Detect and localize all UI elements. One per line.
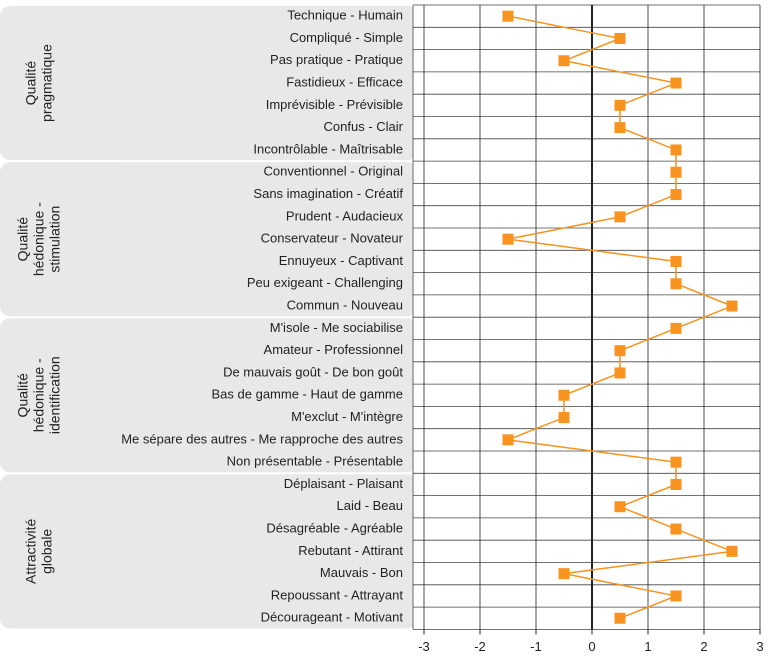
group-label: identification: [47, 356, 63, 434]
marker: [502, 233, 514, 245]
marker: [502, 434, 514, 446]
group-label: hédonique -: [31, 202, 47, 276]
group-box: [0, 318, 417, 473]
marker: [726, 545, 738, 557]
x-tick-label: 1: [644, 639, 651, 654]
marker: [670, 278, 682, 290]
category-label: De mauvais goût - De bon goût: [223, 364, 403, 379]
group-label: hédonique -: [31, 358, 47, 432]
marker: [614, 345, 626, 357]
category-label: Fastidieux - Efficace: [286, 74, 403, 89]
marker: [502, 10, 514, 22]
category-label: Peu exigeant - Challenging: [247, 275, 403, 290]
category-label: Technique - Humain: [287, 8, 403, 23]
category-label: Incontrôlable - Maîtrisable: [253, 141, 403, 156]
marker: [670, 144, 682, 156]
marker: [614, 99, 626, 111]
group-label: Attractivité: [23, 518, 39, 584]
category-label: Imprévisible - Prévisible: [266, 97, 403, 112]
marker: [614, 211, 626, 223]
marker: [558, 55, 570, 67]
marker: [670, 456, 682, 468]
x-tick-label: 2: [700, 639, 707, 654]
marker: [558, 389, 570, 401]
category-label: Rebutant - Attirant: [298, 543, 403, 558]
marker: [670, 189, 682, 201]
x-tick-label: 0: [588, 639, 595, 654]
group-box: [0, 474, 417, 629]
category-label: Commun - Nouveau: [287, 297, 403, 312]
category-label: Conservateur - Novateur: [261, 231, 404, 246]
category-label: Amateur - Professionnel: [264, 342, 404, 357]
marker: [726, 300, 738, 312]
category-label: Mauvais - Bon: [320, 565, 403, 580]
group-box: [0, 6, 417, 161]
group-label: pragmatique: [39, 44, 55, 122]
marker: [614, 612, 626, 624]
category-label: Ennuyeux - Captivant: [279, 253, 404, 268]
marker: [614, 367, 626, 379]
x-tick-label: -1: [530, 639, 542, 654]
marker: [670, 590, 682, 602]
group-label: stimulation: [47, 206, 63, 273]
category-label: Non présentable - Présentable: [227, 454, 403, 469]
category-label: Repoussant - Attrayant: [271, 587, 404, 602]
marker: [670, 166, 682, 178]
category-label: M'isole - Me sociabilise: [270, 320, 403, 335]
marker: [670, 322, 682, 334]
x-tick-label: -3: [418, 639, 430, 654]
marker: [614, 32, 626, 44]
group-label: Qualité: [15, 373, 31, 418]
category-label: Bas de gamme - Haut de gamme: [212, 387, 403, 402]
x-tick-label: 3: [756, 639, 763, 654]
category-label: Désagréable - Agréable: [266, 520, 403, 535]
group-label: Qualité: [23, 61, 39, 106]
category-label: Compliqué - Simple: [290, 30, 403, 45]
marker: [614, 122, 626, 134]
category-label: Me sépare des autres - Me rapproche des …: [121, 431, 403, 446]
category-label: Prudent - Audacieux: [286, 208, 404, 223]
category-label: Conventionnel - Original: [264, 164, 404, 179]
category-label: Confus - Clair: [324, 119, 404, 134]
marker: [558, 412, 570, 424]
category-label: Déplaisant - Plaisant: [284, 476, 404, 491]
category-label: M'exclut - M'intègre: [291, 409, 403, 424]
category-label: Laid - Beau: [337, 498, 404, 513]
marker: [670, 255, 682, 267]
category-label: Pas pratique - Pratique: [270, 52, 403, 67]
category-label: Sans imagination - Créatif: [253, 186, 403, 201]
group-label: globale: [39, 529, 55, 574]
group-label: Qualité: [15, 217, 31, 262]
marker: [614, 501, 626, 513]
marker: [670, 523, 682, 535]
marker: [558, 568, 570, 580]
marker: [670, 478, 682, 490]
x-tick-label: -2: [474, 639, 486, 654]
category-label: Décourageant - Motivant: [261, 610, 404, 625]
marker: [670, 77, 682, 89]
group-box: [0, 162, 417, 317]
profile-line: [505, 15, 735, 619]
